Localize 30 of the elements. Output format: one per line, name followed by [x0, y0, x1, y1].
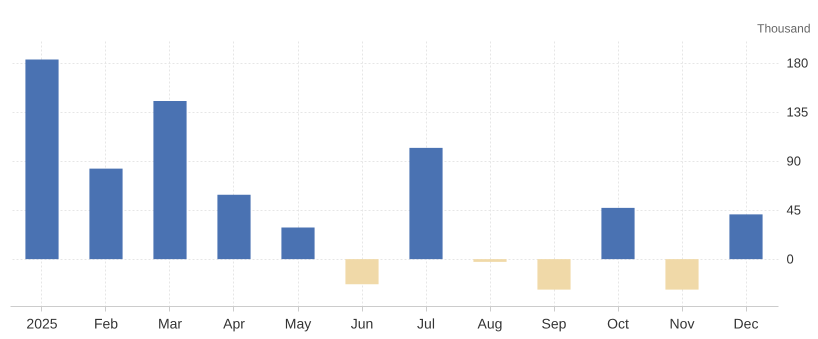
y-tick-label: 0: [786, 252, 794, 267]
bar: [345, 259, 379, 284]
bar: [281, 227, 315, 260]
bar: [473, 259, 507, 262]
bar: [601, 208, 635, 260]
x-tick-label: Apr: [223, 316, 246, 332]
x-tick-label: 2025: [26, 316, 58, 332]
x-tick-label: Sep: [542, 316, 567, 332]
y-axis-title: Thousand: [757, 22, 810, 36]
x-tick-label: Mar: [158, 316, 182, 332]
bar: [217, 194, 251, 260]
y-tick-label: 180: [786, 55, 808, 70]
x-tick-label: Feb: [94, 316, 118, 332]
bar: [537, 259, 571, 290]
bar: [665, 259, 699, 290]
x-tick-label: Jul: [417, 316, 435, 332]
y-tick-label: 45: [786, 202, 801, 218]
y-tick-label: 135: [786, 104, 808, 120]
x-tick-label: Jun: [350, 316, 374, 332]
bar: [25, 60, 59, 260]
x-tick-label: May: [284, 316, 312, 332]
x-tick-label: Oct: [607, 316, 629, 332]
x-tick-label: Aug: [478, 316, 502, 332]
bar: [153, 100, 187, 260]
bar: [729, 214, 763, 260]
x-tick-label: Nov: [670, 316, 694, 332]
x-tick-label: Dec: [734, 316, 758, 332]
y-tick-label: 90: [786, 153, 801, 168]
bar: [89, 168, 123, 260]
bar: [409, 148, 443, 260]
